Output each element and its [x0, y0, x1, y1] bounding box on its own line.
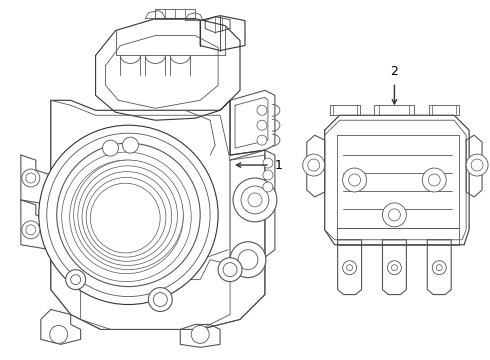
Circle shape	[122, 209, 134, 221]
Circle shape	[257, 105, 267, 115]
Circle shape	[233, 178, 277, 222]
Circle shape	[308, 159, 319, 171]
Circle shape	[57, 143, 200, 287]
Circle shape	[392, 265, 397, 271]
Circle shape	[82, 172, 172, 261]
Circle shape	[466, 154, 488, 176]
Circle shape	[389, 209, 400, 221]
Circle shape	[471, 159, 483, 171]
Circle shape	[86, 177, 166, 257]
Circle shape	[62, 152, 191, 282]
Circle shape	[248, 193, 262, 207]
Text: 2: 2	[391, 66, 398, 78]
Circle shape	[343, 261, 357, 275]
Circle shape	[257, 120, 267, 130]
Circle shape	[422, 168, 446, 192]
Circle shape	[94, 184, 159, 250]
Circle shape	[218, 258, 242, 282]
Circle shape	[22, 169, 40, 187]
Circle shape	[47, 133, 210, 297]
Circle shape	[102, 140, 119, 156]
Circle shape	[257, 135, 267, 145]
Circle shape	[39, 125, 218, 305]
Circle shape	[71, 275, 81, 285]
Circle shape	[432, 261, 446, 275]
Circle shape	[70, 160, 183, 274]
Circle shape	[22, 221, 40, 239]
Circle shape	[241, 186, 269, 214]
Circle shape	[230, 242, 266, 278]
Circle shape	[74, 160, 183, 270]
Circle shape	[26, 225, 36, 235]
Circle shape	[86, 176, 167, 258]
Circle shape	[90, 183, 160, 253]
Circle shape	[50, 325, 68, 343]
Circle shape	[223, 263, 237, 276]
Circle shape	[26, 173, 36, 183]
Circle shape	[66, 270, 86, 289]
Circle shape	[263, 170, 273, 180]
Circle shape	[114, 200, 144, 230]
Circle shape	[436, 265, 442, 271]
Circle shape	[346, 265, 353, 271]
Circle shape	[77, 168, 175, 266]
Circle shape	[191, 325, 209, 343]
Circle shape	[122, 137, 138, 153]
Circle shape	[348, 174, 361, 186]
Circle shape	[343, 168, 367, 192]
Circle shape	[78, 166, 177, 265]
Circle shape	[148, 288, 172, 311]
Circle shape	[238, 250, 258, 270]
Circle shape	[388, 261, 401, 275]
Circle shape	[103, 190, 153, 240]
Circle shape	[153, 293, 167, 306]
Circle shape	[383, 203, 406, 227]
Circle shape	[303, 154, 325, 176]
Circle shape	[263, 182, 273, 192]
Circle shape	[263, 158, 273, 168]
Text: 1: 1	[275, 158, 283, 172]
Circle shape	[428, 174, 440, 186]
